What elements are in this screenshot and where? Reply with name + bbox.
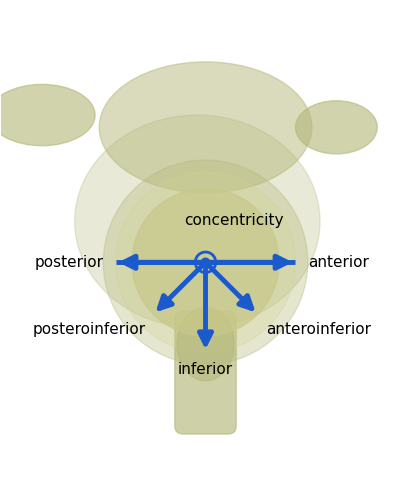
Text: posteroinferior: posteroinferior [32, 322, 145, 338]
FancyBboxPatch shape [174, 312, 236, 434]
Ellipse shape [295, 100, 376, 154]
Text: inferior: inferior [178, 362, 233, 378]
Text: posterior: posterior [34, 255, 103, 270]
Text: anteroinferior: anteroinferior [265, 322, 370, 338]
Text: anterior: anterior [307, 255, 368, 270]
Circle shape [201, 258, 209, 266]
Circle shape [115, 172, 295, 352]
Text: concentricity: concentricity [184, 212, 283, 228]
Ellipse shape [74, 115, 319, 328]
Circle shape [103, 160, 307, 364]
Circle shape [132, 188, 279, 336]
Ellipse shape [0, 84, 95, 146]
Ellipse shape [176, 308, 234, 381]
Ellipse shape [99, 62, 311, 192]
